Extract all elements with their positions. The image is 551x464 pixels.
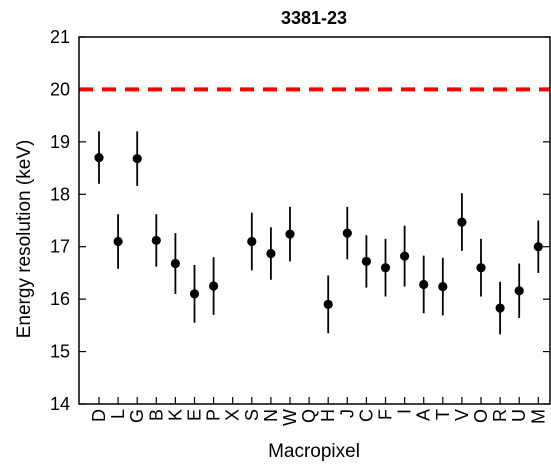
data-point [400, 251, 410, 261]
x-tick-label: X [223, 409, 243, 421]
data-point [361, 256, 371, 266]
x-tick-label: R [490, 409, 510, 422]
x-tick-label: S [242, 409, 262, 421]
x-tick-label: Q [299, 409, 319, 423]
data-point [285, 229, 295, 239]
x-tick-label: J [337, 409, 357, 418]
data-point [457, 217, 467, 227]
y-tick-label: 19 [50, 132, 70, 152]
x-tick-label: T [433, 409, 453, 420]
x-tick-label: O [471, 409, 491, 423]
y-tick-label: 14 [50, 394, 70, 414]
y-tick-label: 20 [50, 79, 70, 99]
data-point [419, 279, 429, 290]
x-tick-label: C [356, 409, 376, 422]
y-tick-label: 15 [50, 342, 70, 362]
x-tick-label: W [280, 409, 300, 426]
x-tick-label: M [528, 409, 548, 424]
data-point [132, 154, 142, 164]
data-point [342, 228, 352, 238]
x-tick-label: I [395, 409, 415, 414]
x-tick-label: G [127, 409, 147, 423]
data-point [189, 289, 200, 299]
data-point [247, 236, 257, 247]
y-tick-label: 18 [50, 184, 70, 204]
y-tick-label: 16 [50, 289, 70, 309]
data-point [94, 152, 104, 163]
data-point [209, 281, 219, 291]
data-point [495, 303, 505, 313]
data-point [514, 286, 524, 296]
plot-frame [78, 36, 551, 405]
data-point [476, 263, 486, 273]
y-tick-label: 17 [50, 237, 70, 257]
x-axis-label: Macropixel [268, 441, 360, 462]
x-tick-label: F [376, 409, 396, 420]
x-tick-label: A [414, 409, 434, 421]
x-tick-label: D [89, 409, 109, 422]
x-tick-label: E [185, 409, 205, 421]
data-point [533, 242, 543, 252]
x-tick-label: B [146, 409, 166, 421]
x-tick-label: P [204, 409, 224, 421]
data-point [151, 235, 161, 246]
data-point [323, 299, 333, 309]
data-point [113, 236, 123, 247]
x-tick-label: U [509, 409, 529, 422]
x-tick-label: H [318, 409, 338, 422]
x-tick-label: L [108, 409, 128, 419]
data-point [438, 281, 448, 292]
x-tick-label: N [261, 409, 281, 422]
x-tick-label: K [165, 409, 185, 421]
data-point [380, 263, 391, 273]
data-point [266, 248, 276, 259]
data-point [170, 258, 180, 269]
chart-title: 3381-23 [281, 8, 347, 28]
x-tick-label: V [452, 409, 472, 421]
y-axis-label: Energy resolution (keV) [14, 140, 35, 339]
y-tick-label: 21 [50, 27, 70, 47]
